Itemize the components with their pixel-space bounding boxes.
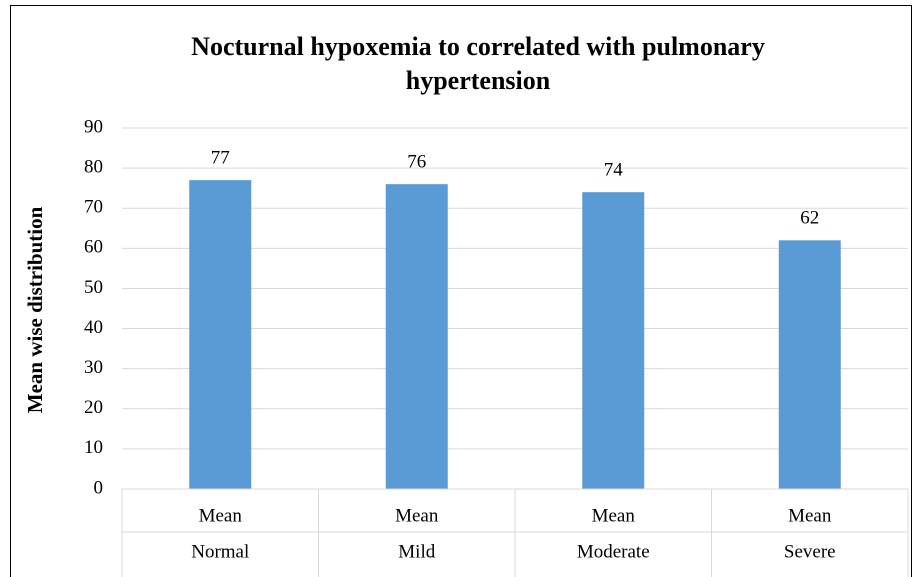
y-tick-label: 80 — [84, 156, 103, 177]
x-tick-label: Mean — [395, 505, 439, 526]
data-label: 74 — [604, 160, 624, 181]
y-tick-label: 70 — [84, 197, 103, 218]
x-tick-label: Mean — [199, 505, 243, 526]
y-tick-label: 60 — [84, 237, 103, 258]
y-axis-label: Mean wise distribution — [23, 206, 47, 413]
y-tick-label: 20 — [84, 397, 103, 418]
y-tick-label: 40 — [84, 317, 103, 338]
bar — [582, 192, 645, 489]
data-label: 76 — [407, 152, 426, 173]
y-tick-label: 10 — [84, 437, 103, 458]
y-tick-label: 0 — [94, 477, 104, 498]
data-label: 62 — [800, 208, 819, 229]
bar — [778, 240, 841, 489]
x-group-label: Normal — [191, 541, 249, 562]
y-tick-label: 90 — [84, 116, 103, 137]
chart-frame — [10, 5, 912, 577]
x-group-label: Moderate — [577, 541, 650, 562]
x-tick-label: Mean — [788, 505, 832, 526]
chart-title: Nocturnal hypoxemia to correlated with p… — [191, 32, 765, 95]
x-group-label: Severe — [784, 541, 836, 562]
x-tick-label: Mean — [592, 505, 636, 526]
bar — [189, 180, 252, 489]
bar — [385, 184, 448, 489]
y-tick-label: 50 — [84, 277, 103, 298]
x-group-label: Mild — [398, 541, 435, 562]
data-label: 77 — [211, 148, 230, 169]
y-tick-label: 30 — [84, 357, 103, 378]
